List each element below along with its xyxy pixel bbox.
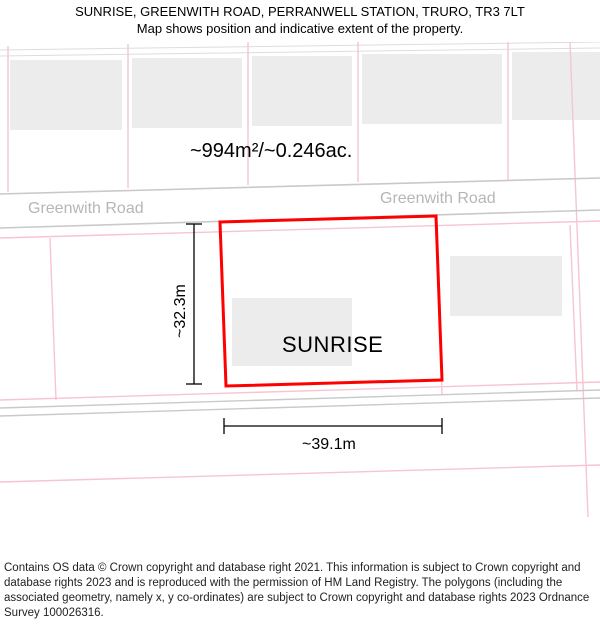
page-title: SUNRISE, GREENWITH ROAD, PERRANWELL STAT… — [0, 4, 600, 21]
dimension-vertical-label: ~32.3m — [172, 284, 190, 338]
dimension-horizontal-label: ~39.1m — [302, 436, 356, 454]
area-label: ~994m²/~0.246ac. — [190, 140, 352, 163]
property-label: SUNRISE — [282, 332, 383, 358]
header: SUNRISE, GREENWITH ROAD, PERRANWELL STAT… — [0, 4, 600, 38]
map-svg — [0, 42, 600, 517]
road-label-right: Greenwith Road — [380, 190, 496, 208]
footer-text: Contains OS data © Crown copyright and d… — [4, 561, 596, 621]
page-subtitle: Map shows position and indicative extent… — [0, 21, 600, 38]
road-label-left: Greenwith Road — [28, 200, 144, 218]
map: ~994m²/~0.246ac. Greenwith Road Greenwit… — [0, 42, 600, 517]
root: SUNRISE, GREENWITH ROAD, PERRANWELL STAT… — [0, 0, 600, 625]
